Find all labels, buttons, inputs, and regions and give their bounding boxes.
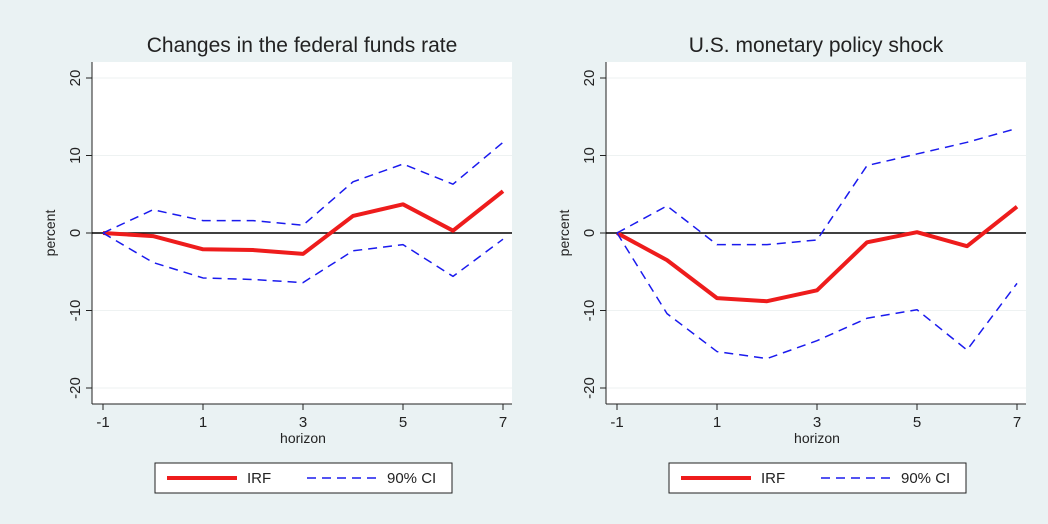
- x-tick-label: -1: [96, 414, 109, 431]
- x-tick-label: 3: [813, 414, 821, 431]
- y-tick-label: 20: [67, 70, 84, 87]
- ci-line-lower: [616, 232, 1018, 360]
- legend-label: 90% CI: [901, 470, 950, 487]
- x-tick-label: 1: [713, 414, 721, 431]
- x-tick-label: 5: [913, 414, 921, 431]
- y-tick-label: 20: [581, 70, 598, 87]
- x-tick-label: 3: [299, 414, 307, 431]
- y-tick-label: -20: [67, 377, 84, 399]
- y-tick-label: -10: [67, 300, 84, 322]
- chart-title: Changes in the federal funds rate: [147, 34, 458, 57]
- x-tick-label: 7: [1013, 414, 1021, 431]
- y-tick-label: 0: [67, 229, 84, 237]
- legend-label: 90% CI: [387, 470, 436, 487]
- y-axis-label: percent: [556, 210, 572, 257]
- chart-title: U.S. monetary policy shock: [689, 34, 944, 57]
- x-tick-label: 7: [499, 414, 507, 431]
- y-tick-label: -10: [581, 300, 598, 322]
- y-tick-label: 10: [67, 147, 84, 164]
- ci-line-upper: [102, 141, 504, 234]
- y-tick-label: 0: [581, 229, 598, 237]
- legend-label: IRF: [247, 470, 271, 487]
- x-tick-label: 5: [399, 414, 407, 431]
- x-tick-label: -1: [610, 414, 623, 431]
- x-axis-label: horizon: [794, 430, 840, 446]
- irf-line: [102, 189, 505, 256]
- legend-label: IRF: [761, 470, 785, 487]
- y-tick-label: 10: [581, 147, 598, 164]
- ci-line-upper: [616, 127, 1018, 246]
- x-tick-label: 1: [199, 414, 207, 431]
- irf-line: [616, 205, 1019, 304]
- ci-line-lower: [102, 232, 504, 284]
- x-axis-label: horizon: [280, 430, 326, 446]
- y-tick-label: -20: [581, 377, 598, 399]
- y-axis-label: percent: [42, 210, 58, 257]
